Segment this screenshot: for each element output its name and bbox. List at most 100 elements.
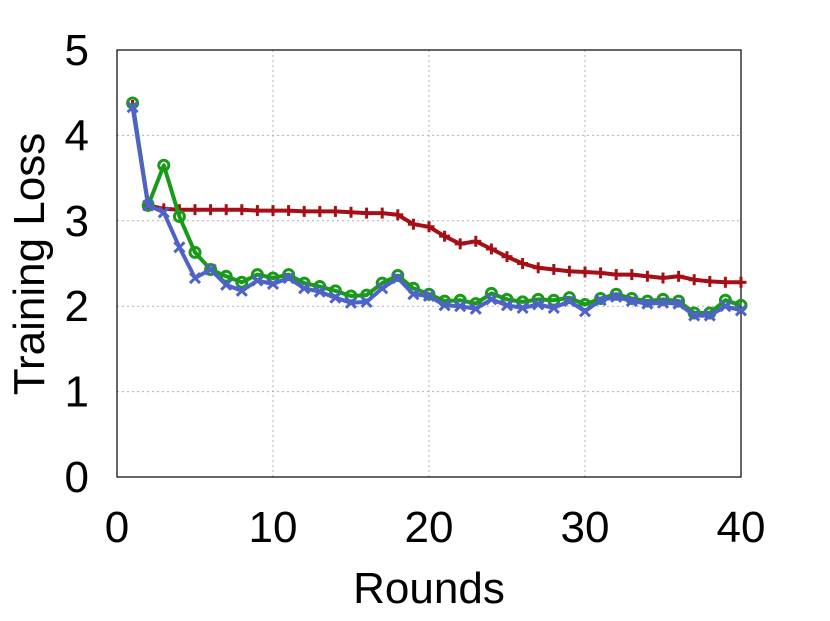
data-point xyxy=(610,269,622,281)
data-point xyxy=(719,300,732,313)
data-point xyxy=(579,266,591,278)
x-tick-label: 20 xyxy=(405,503,454,552)
data-point xyxy=(610,290,623,303)
data-point xyxy=(172,210,186,224)
data-point xyxy=(391,271,404,285)
data-point xyxy=(205,204,217,216)
data-point xyxy=(485,293,498,306)
data-point xyxy=(267,205,279,217)
grid-lines xyxy=(117,50,741,477)
y-tick-label: 4 xyxy=(65,111,89,160)
data-point xyxy=(219,269,233,283)
data-point xyxy=(392,209,404,221)
series-2 xyxy=(126,96,748,320)
data-point xyxy=(516,301,529,314)
data-point xyxy=(188,245,202,259)
data-point xyxy=(266,277,280,291)
data-point xyxy=(609,287,623,301)
data-point xyxy=(329,291,342,304)
data-point xyxy=(236,204,248,216)
y-tick-label: 0 xyxy=(65,453,89,502)
y-tick-label: 1 xyxy=(65,368,89,417)
data-point xyxy=(407,218,419,230)
data-point xyxy=(235,275,249,289)
data-point xyxy=(547,293,561,307)
data-point xyxy=(454,238,466,250)
data-point xyxy=(344,296,358,309)
data-point xyxy=(469,302,482,315)
data-point xyxy=(625,295,638,308)
data-point xyxy=(235,284,248,297)
x-tick-labels: 0 10 20 30 40 xyxy=(105,503,766,552)
data-point xyxy=(578,305,592,318)
data-point xyxy=(641,270,653,282)
data-point xyxy=(454,300,467,313)
data-point xyxy=(126,101,139,114)
data-point xyxy=(594,294,607,307)
data-point xyxy=(407,288,420,301)
data-point xyxy=(360,295,373,308)
data-point xyxy=(470,235,482,247)
series-1 xyxy=(127,100,747,288)
data-point xyxy=(189,204,201,216)
data-point xyxy=(188,271,202,285)
data-point xyxy=(532,262,544,274)
data-point xyxy=(501,251,513,263)
x-axis-title: Rounds xyxy=(353,564,505,613)
data-point xyxy=(595,267,607,279)
y-tick-label: 2 xyxy=(65,282,89,331)
y-tick-labels: 0 1 2 3 4 5 xyxy=(65,26,89,502)
data-point xyxy=(672,297,685,310)
data-point xyxy=(563,265,575,277)
x-tick-label: 30 xyxy=(561,503,610,552)
data-point xyxy=(298,282,311,295)
y-tick-label: 5 xyxy=(65,26,89,75)
data-point xyxy=(485,243,497,255)
data-point xyxy=(548,263,560,275)
data-point xyxy=(517,258,529,269)
data-point xyxy=(641,297,654,310)
data-point xyxy=(376,282,389,295)
series-line xyxy=(130,105,741,285)
data-point xyxy=(313,285,326,298)
data-point xyxy=(500,299,514,312)
data-point xyxy=(204,263,217,276)
data-point xyxy=(376,207,388,219)
data-point xyxy=(734,304,748,317)
data-point xyxy=(626,269,638,281)
data-point xyxy=(439,230,451,242)
series-layer xyxy=(126,96,748,322)
data-point xyxy=(423,221,435,233)
data-point xyxy=(329,205,341,217)
data-point xyxy=(251,205,263,217)
x-tick-label: 40 xyxy=(717,503,766,552)
data-point xyxy=(204,262,218,276)
data-point xyxy=(735,276,747,288)
x-tick-label: 10 xyxy=(249,503,298,552)
data-point xyxy=(688,309,701,322)
data-point xyxy=(657,272,669,284)
data-point xyxy=(719,276,731,288)
data-point xyxy=(361,207,373,219)
x-tick-label: 0 xyxy=(105,503,129,552)
data-point xyxy=(157,206,170,219)
series-line xyxy=(130,102,742,315)
series-line xyxy=(130,106,742,318)
data-point xyxy=(688,274,700,286)
data-point xyxy=(547,301,560,314)
data-point xyxy=(532,298,545,311)
data-point xyxy=(438,299,451,312)
data-point xyxy=(157,158,171,172)
data-point xyxy=(220,204,232,216)
data-point xyxy=(220,278,233,291)
data-point xyxy=(314,205,326,217)
data-point xyxy=(251,274,264,287)
data-point xyxy=(142,199,155,212)
data-point xyxy=(656,296,670,309)
data-point xyxy=(283,205,295,217)
series-3 xyxy=(126,101,748,322)
plot-frame xyxy=(116,49,742,478)
y-axis-title: Training Loss xyxy=(5,133,54,396)
data-point xyxy=(282,271,295,285)
